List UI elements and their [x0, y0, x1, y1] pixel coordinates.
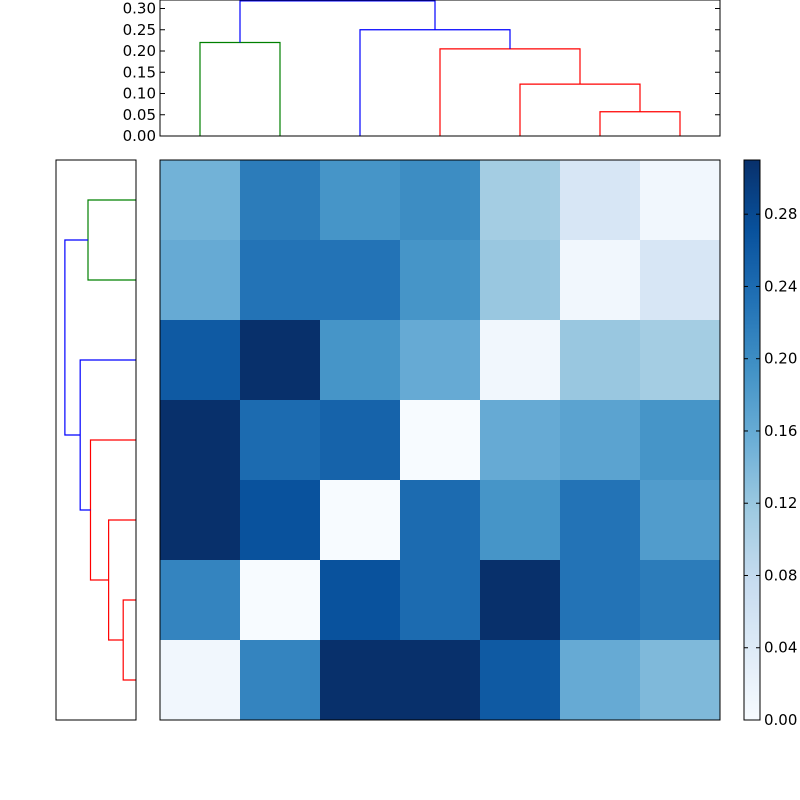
heatmap-cell-r1-c0	[160, 240, 241, 321]
heatmap-cell-r6-c3	[400, 640, 481, 721]
heatmap-cell-r2-c6	[640, 320, 721, 401]
top-dendrogram-tick-label-5: 0.25	[123, 21, 156, 39]
heatmap	[159, 159, 721, 721]
heatmap-cell-r4-c1	[240, 480, 321, 561]
heatmap-cell-r5-c2	[320, 560, 401, 641]
top-dendrogram-link-5	[239, 0, 436, 43]
colorbar-tick-label-7: 0.28	[764, 205, 797, 223]
heatmap-cell-r1-c5	[560, 240, 641, 321]
heatmap-cell-r2-c3	[400, 320, 481, 401]
heatmap-cell-r5-c3	[400, 560, 481, 641]
heatmap-cell-r6-c4	[480, 640, 561, 721]
heatmap-cell-r0-c3	[400, 160, 481, 241]
colorbar-tick-label-5: 0.20	[764, 350, 797, 368]
heatmap-cell-r4-c3	[400, 480, 481, 561]
top-dendrogram-frame	[159, 0, 721, 137]
heatmap-cell-r0-c1	[240, 160, 321, 241]
top-dendrogram-tick-label-4: 0.20	[123, 42, 156, 60]
heatmap-cell-r4-c5	[560, 480, 641, 561]
heatmap-cell-r6-c1	[240, 640, 321, 721]
colorbar-gradient	[744, 160, 760, 720]
left-dendrogram-link-5	[64, 239, 88, 436]
top-dendrogram-tick-label-1: 0.05	[123, 106, 156, 124]
top-dendrogram-tick-label-6: 0.30	[123, 0, 156, 18]
heatmap-cell-r5-c1	[240, 560, 321, 641]
heatmap-frame	[159, 159, 721, 721]
colorbar-tick-label-0: 0.00	[764, 711, 797, 729]
heatmap-cell-r6-c5	[560, 640, 641, 721]
heatmap-cell-r3-c0	[160, 400, 241, 481]
heatmap-cell-r1-c1	[240, 240, 321, 321]
heatmap-cell-r0-c4	[480, 160, 561, 241]
top-dendrogram-y-ticks: 0.00 0.05 0.10 0.15 0.20 0.25 0.30	[123, 0, 720, 145]
colorbar-tick-label-3: 0.12	[764, 494, 797, 512]
heatmap-cell-r4-c0	[160, 480, 241, 561]
heatmap-cell-r4-c6	[640, 480, 721, 561]
colorbar-tick-label-4: 0.16	[764, 422, 797, 440]
colorbar-tick-label-1: 0.04	[764, 639, 797, 657]
heatmap-cell-r3-c6	[640, 400, 721, 481]
heatmap-cell-r3-c5	[560, 400, 641, 481]
colorbar: 0.00 0.04 0.08 0.12 0.16 0.20 0.24 0.28	[743, 159, 797, 729]
heatmap-cell-r1-c2	[320, 240, 401, 321]
left-dendrogram	[55, 159, 137, 721]
top-dendrogram-tick-label-3: 0.15	[123, 63, 156, 81]
colorbar-tick-label-2: 0.08	[764, 566, 797, 584]
heatmap-cell-r4-c2	[320, 480, 401, 561]
left-dendrogram-links	[64, 199, 136, 681]
heatmap-cell-r3-c2	[320, 400, 401, 481]
top-dendrogram-tick-label-2: 0.10	[123, 85, 156, 103]
heatmap-cell-r2-c2	[320, 320, 401, 401]
heatmap-cells	[160, 160, 721, 721]
heatmap-cell-r3-c1	[240, 400, 321, 481]
heatmap-cell-r0-c6	[640, 160, 721, 241]
heatmap-cell-r2-c5	[560, 320, 641, 401]
heatmap-cell-r1-c6	[640, 240, 721, 321]
colorbar-tick-label-6: 0.24	[764, 277, 797, 295]
heatmap-cell-r5-c0	[160, 560, 241, 641]
heatmap-cell-r0-c5	[560, 160, 641, 241]
heatmap-cell-r5-c4	[480, 560, 561, 641]
heatmap-cell-r2-c0	[160, 320, 241, 401]
heatmap-cell-r6-c2	[320, 640, 401, 721]
heatmap-cell-r2-c4	[480, 320, 561, 401]
heatmap-cell-r1-c4	[480, 240, 561, 321]
heatmap-cell-r0-c2	[320, 160, 401, 241]
heatmap-cell-r6-c0	[160, 640, 241, 721]
heatmap-cell-r1-c3	[400, 240, 481, 321]
left-dendrogram-frame	[55, 159, 137, 721]
heatmap-cell-r5-c5	[560, 560, 641, 641]
heatmap-cell-r3-c4	[480, 400, 561, 481]
colorbar-frame	[743, 159, 761, 721]
heatmap-cell-r5-c6	[640, 560, 721, 641]
heatmap-cell-r4-c4	[480, 480, 561, 561]
heatmap-cell-r0-c0	[160, 160, 241, 241]
heatmap-cell-r3-c3	[400, 400, 481, 481]
top-dendrogram-tick-label-0: 0.00	[123, 127, 156, 145]
top-dendrogram-links	[199, 0, 681, 136]
heatmap-cell-r2-c1	[240, 320, 321, 401]
colorbar-ticks: 0.00 0.04 0.08 0.12 0.16 0.20 0.24 0.28	[744, 205, 797, 729]
heatmap-cell-r6-c6	[640, 640, 721, 721]
top-dendrogram: 0.00 0.05 0.10 0.15 0.20 0.25 0.30	[123, 0, 721, 145]
